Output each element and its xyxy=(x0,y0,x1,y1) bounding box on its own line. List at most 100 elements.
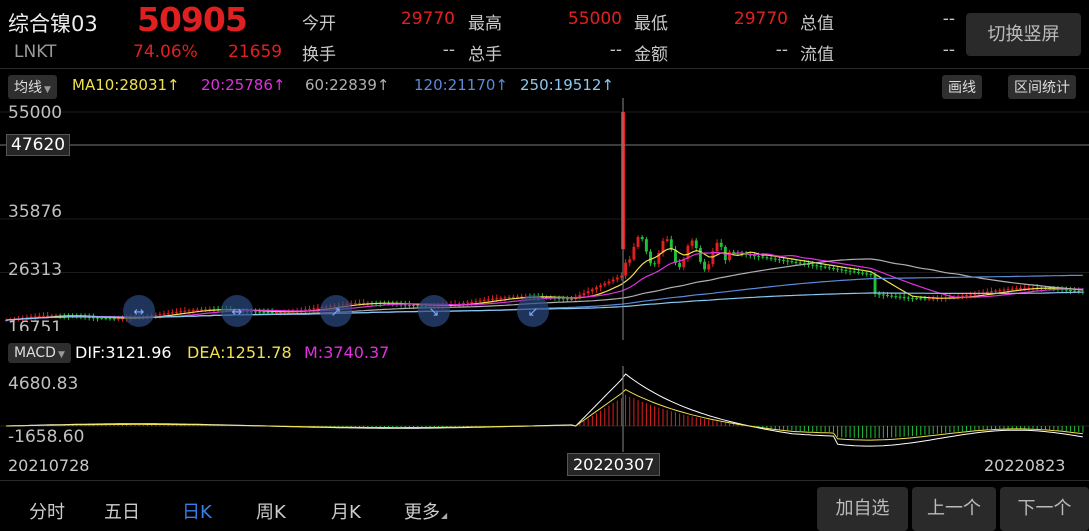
candle-body xyxy=(1052,288,1056,290)
high-value: 55000 xyxy=(567,9,622,29)
candle-body xyxy=(960,295,964,297)
candle-body xyxy=(412,305,415,307)
candle-body xyxy=(403,304,407,306)
candle-body xyxy=(308,308,312,310)
tab-more[interactable]: 更多◢ xyxy=(404,498,447,524)
change-percent: 74.06% xyxy=(133,42,198,62)
candle-body xyxy=(503,297,507,299)
candle-body xyxy=(582,293,586,296)
candle-body xyxy=(844,270,848,272)
candle-body xyxy=(840,269,844,271)
indicator-selector[interactable]: MACD ▼ xyxy=(8,343,71,363)
amount-value: -- xyxy=(775,40,788,60)
tab-more-label: 更多 xyxy=(404,502,440,523)
candle-body xyxy=(349,303,353,305)
candle-body xyxy=(362,302,366,304)
candle-body xyxy=(499,297,503,299)
candle-body xyxy=(935,298,939,300)
price-axis-top: 55000 xyxy=(8,103,63,123)
candle-body xyxy=(644,239,648,252)
candle-body xyxy=(661,240,665,253)
price-cursor-label: 47620 xyxy=(6,134,71,156)
event-markers: ↔ ↔ ↗ ↘ ↙ xyxy=(123,295,549,327)
event-marker-icon[interactable]: ↔ xyxy=(123,295,155,327)
kline-chart[interactable]: ↔ ↔ ↗ ↘ ↙ xyxy=(0,98,1089,340)
candle-body xyxy=(607,281,611,284)
macd-axis-top: 4680.83 xyxy=(8,374,79,394)
candle-body xyxy=(599,285,603,288)
next-button[interactable]: 下一个 xyxy=(1000,487,1089,531)
previous-button[interactable]: 上一个 xyxy=(912,487,996,531)
candle-body xyxy=(798,262,802,264)
candle-body xyxy=(823,266,827,268)
candle-body xyxy=(715,242,719,252)
candle-body xyxy=(694,240,698,249)
candle-body xyxy=(25,317,29,319)
tab-five-day[interactable]: 五日 xyxy=(104,502,140,523)
range-stats-button[interactable]: 区间统计 xyxy=(1008,75,1076,99)
candle-body xyxy=(461,303,465,305)
candle-body xyxy=(399,304,403,306)
macd-lines xyxy=(6,373,1083,447)
candle-body xyxy=(266,311,270,313)
candle-body xyxy=(965,295,968,297)
candle-body xyxy=(973,293,977,295)
candle-body xyxy=(619,275,623,278)
candle-body xyxy=(603,283,607,286)
instrument-code: LNKT xyxy=(14,42,57,62)
candle-body xyxy=(915,298,919,300)
candle-body xyxy=(545,297,549,299)
candle-body xyxy=(815,265,819,267)
candle-body xyxy=(179,311,183,313)
candle-body xyxy=(998,290,1002,292)
candle-body xyxy=(303,309,307,311)
total-value-label: 总值 xyxy=(800,14,834,34)
price-axis-mid2: 26313 xyxy=(8,260,63,280)
event-marker-icon[interactable]: ↔ xyxy=(221,295,253,327)
candle-body xyxy=(640,237,644,240)
candle-body xyxy=(175,311,178,313)
event-marker-icon[interactable]: ↗ xyxy=(320,295,352,327)
switch-portrait-button[interactable]: 切换竖屏 xyxy=(966,13,1081,56)
candle-body xyxy=(262,311,266,313)
candle-body xyxy=(811,264,815,266)
macd-m: M:3740.37 xyxy=(304,343,390,362)
candle-body xyxy=(807,263,810,265)
candle-body xyxy=(590,289,594,292)
tab-intraday[interactable]: 分时 xyxy=(29,502,65,523)
ma-selector[interactable]: 均线 ▼ xyxy=(8,75,57,99)
candle-body xyxy=(869,274,873,276)
candle-body xyxy=(1064,289,1068,291)
candle-body xyxy=(1068,289,1072,291)
candle-body xyxy=(520,296,524,298)
header-divider xyxy=(0,68,1089,69)
ma20-line xyxy=(6,251,1083,321)
dropdown-triangle-icon: ▼ xyxy=(57,350,65,360)
candle-body xyxy=(204,309,208,311)
candle-body xyxy=(166,312,170,314)
tab-weekly-k[interactable]: 周K xyxy=(256,502,286,523)
candle-body xyxy=(985,291,989,293)
candle-body xyxy=(1081,291,1085,293)
indicator-selector-label: MACD xyxy=(14,345,56,361)
candle-body xyxy=(753,255,756,257)
macd-axis-bottom: -1658.60 xyxy=(8,427,85,447)
candle-body xyxy=(561,298,565,300)
tab-monthly-k[interactable]: 月K xyxy=(331,502,361,523)
candle-body xyxy=(466,302,470,304)
candle-body xyxy=(728,251,731,261)
tab-daily-k[interactable]: 日K xyxy=(182,502,212,523)
event-marker-icon[interactable]: ↘ xyxy=(418,295,450,327)
candle-body xyxy=(744,253,748,255)
float-value-label: 流值 xyxy=(800,45,834,65)
candle-body xyxy=(615,277,619,280)
macd-chart[interactable] xyxy=(0,366,1089,452)
event-marker-icon[interactable]: ↙ xyxy=(517,295,549,327)
candle-body xyxy=(827,267,831,269)
draw-line-button[interactable]: 画线 xyxy=(942,75,982,99)
candle-body xyxy=(170,312,174,314)
turnover-value: -- xyxy=(442,40,455,60)
candle-body xyxy=(112,318,116,320)
candle-body xyxy=(511,296,515,298)
add-watchlist-button[interactable]: 加自选 xyxy=(817,487,908,531)
